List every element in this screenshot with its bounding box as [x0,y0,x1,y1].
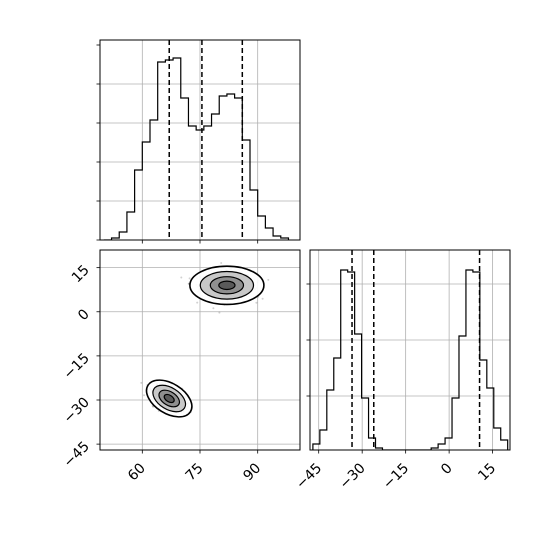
marginal-y-xtick-label: −30 [337,460,369,492]
scatter-point [143,394,145,397]
joint-xtick-label: 60 [125,460,149,484]
joint-panel: 60 75 90 −45 −30 −15 0 15 [61,249,301,484]
joint-xtick-label: 90 [240,460,264,484]
marginal-x-histogram [103,57,290,240]
scatter-point [261,297,264,300]
scatter-point [267,278,270,281]
joint-ytick-label: −30 [61,395,93,427]
scatter-point [196,301,199,304]
joint-xtick-label: 75 [183,460,207,484]
marginal-y-quantile-lines [351,250,481,450]
scatter-point [255,301,258,304]
marginal-y-xtick-label: 15 [475,460,499,484]
joint-ytick-label: −45 [61,439,93,471]
marginal-y-frame [310,250,510,450]
marginal-x-grid [100,40,300,240]
scatter-point [218,311,221,314]
marginal-x-ticks [96,44,259,244]
scatter-point [212,307,215,310]
joint-ytick-label: −15 [61,350,93,382]
scatter-point [152,405,155,408]
joint-ytick-label: 15 [69,262,93,286]
marginal-x-histogram-step [103,57,290,240]
marginal-y-grid [310,250,510,450]
scatter-point [188,277,191,280]
joint-contours [145,265,265,418]
marginal-y-xtick-label: −15 [380,460,412,492]
scatter-point [180,276,183,279]
contour-level [163,393,175,404]
scatter-point [220,262,223,264]
marginal-y-panel: −45 −30 −15 0 15 [293,249,511,493]
marginal-x-panel [96,39,301,244]
marginal-y-xtick-label: −45 [293,460,325,492]
contour-level [218,280,236,291]
joint-ytick-label: 0 [75,306,93,324]
scatter-point [140,381,143,384]
marginal-y-border [309,249,511,451]
marginal-x-quantile-lines [168,40,244,240]
marginal-y-xtick-label: 0 [438,460,456,478]
